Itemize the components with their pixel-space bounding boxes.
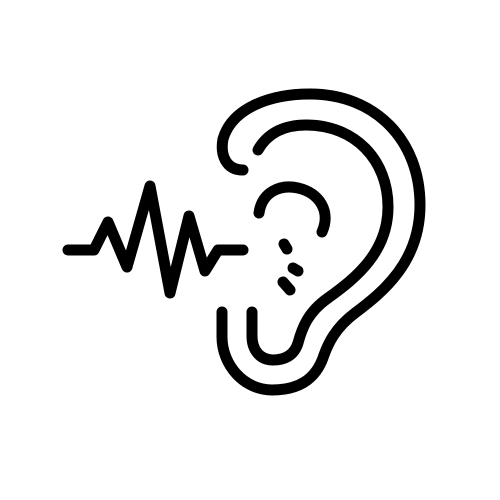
ear-tragus-stroke	[277, 276, 296, 296]
ear-inner-helix	[246, 119, 394, 366]
ear-inner-dot	[287, 262, 304, 277]
sound-wave-icon	[62, 180, 249, 299]
ear-canal-stroke	[278, 238, 293, 255]
ear-outer-contour	[216, 88, 426, 396]
ear-antihelix	[253, 181, 331, 238]
sound-wave-line	[62, 180, 249, 299]
ear-icon	[216, 88, 426, 396]
